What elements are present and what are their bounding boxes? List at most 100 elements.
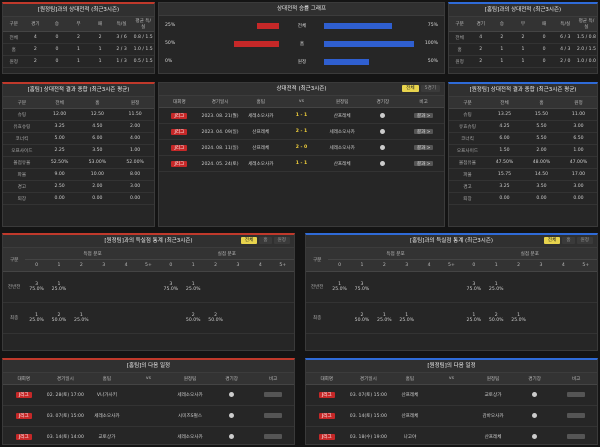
cell: 0.5 / 1.5 [132, 55, 154, 68]
column-header: 경기장 [362, 96, 404, 108]
stadium-icon[interactable] [380, 160, 386, 166]
result-button[interactable]: 결과 > [413, 112, 434, 119]
stadium-icon[interactable] [532, 434, 538, 439]
header-row: 구분 전체 홈 원정 [3, 97, 154, 109]
column-header: 무 [67, 17, 90, 32]
tab[interactable]: 홈 [562, 237, 575, 244]
away-rate-label: 50% [427, 59, 438, 64]
away-team: 산프레체 [321, 155, 363, 172]
info-button[interactable] [264, 413, 283, 418]
bucket-header: 4 [552, 259, 575, 272]
cell: 0.00 [40, 192, 79, 205]
result-button[interactable]: 결과 > [413, 160, 434, 167]
column-header: 홈 [523, 97, 560, 109]
row: 슈팅 13.25 15.50 11.00 [449, 108, 597, 121]
info-button[interactable] [264, 392, 283, 397]
cell: 4 [24, 31, 47, 44]
row-label: 홈 [449, 43, 471, 56]
cell: 52.00% [116, 156, 154, 169]
tab[interactable]: 전체 [402, 85, 419, 92]
cell: 0.00 [560, 192, 597, 205]
bucket-header: 1 [350, 259, 374, 272]
home-rate-label: 25% [165, 23, 176, 28]
cell [92, 271, 115, 303]
cell [430, 384, 473, 406]
title-text: 상대전적 (최근3시즌) [276, 86, 327, 92]
tab[interactable]: 전체 [240, 237, 258, 244]
tab[interactable]: 전체 [543, 237, 561, 244]
group-header: 득점 분포 [25, 248, 160, 260]
cell: J리그 [159, 139, 200, 156]
title-text: [홈팀]의 다음 일정 [126, 363, 171, 369]
column-header: 대회명 [3, 373, 45, 385]
column-header: 홈 [78, 97, 117, 109]
stadium-icon[interactable] [229, 413, 235, 418]
panel-title: 상대전적 (최근3시즌) 전체 5경기 [159, 83, 444, 96]
cell: 2 [470, 43, 492, 56]
header-row: 0 1 2 3 4 5+ 0 1 2 3 4 5+ [306, 259, 597, 272]
away-team: 시미즈S펄스 [169, 405, 211, 427]
cell [552, 271, 575, 303]
info-button[interactable] [264, 434, 283, 439]
match-row: J리그 03. 18(수) 19:00 나고야 산프레체 [306, 426, 597, 444]
cell: J리그 [159, 107, 200, 124]
match-row: J리그 2024. 05. 24(토) 세레소오사카 1 - 1 산프레체 결과 > [159, 155, 444, 172]
cell: 3.50 [523, 180, 560, 193]
cell [395, 271, 418, 303]
bucket-header: 5+ [137, 259, 160, 272]
row: 경고 3.25 3.50 3.00 [449, 180, 597, 193]
table: 구분 전체 홈 원정 슈팅 13.25 15.50 11.00 유효슈팅 4.25 5.50 3.00… [449, 97, 597, 205]
column-header: 대회명 [159, 96, 200, 108]
column-header: vs [281, 96, 322, 108]
cell: 1.00 [116, 144, 154, 157]
league-badge: J리그 [171, 112, 188, 119]
stadium-icon[interactable] [380, 112, 386, 118]
cell: 12.00 [40, 108, 79, 121]
row-label: 슈팅 [449, 108, 486, 121]
info-button[interactable] [567, 434, 586, 439]
cell: 53.00% [78, 156, 117, 169]
cell: 4.25 [486, 120, 523, 133]
cell [362, 123, 404, 140]
panel-title: [원정팀] 상대전적 결과 종합 (최근3시즌 평균) [449, 84, 597, 97]
stadium-icon[interactable] [532, 413, 538, 418]
league-badge: J리그 [318, 434, 335, 440]
count: 2 [191, 313, 195, 318]
cell: 0 [533, 55, 555, 68]
stadium-icon[interactable] [532, 392, 538, 397]
title-text: [홈팀]과의 상대전적 (최근3시즌) [484, 7, 562, 13]
cell [430, 426, 473, 444]
stadium-icon[interactable] [229, 392, 235, 397]
bucket-header: 5+ [574, 259, 597, 272]
column-header: 득/실 [110, 17, 133, 32]
cell: 2.00 [78, 180, 117, 193]
bucket-header: 2 [204, 259, 227, 272]
row: 볼점유율 47.50% 48.00% 47.00% [449, 156, 597, 169]
league-badge: J리그 [318, 392, 335, 398]
cell [529, 271, 553, 303]
date: 2024. 05. 24(토) [199, 155, 241, 172]
percent: 50.0% [185, 318, 201, 323]
stadium-icon[interactable] [380, 144, 386, 150]
percent: 75.0% [466, 287, 482, 292]
tab[interactable]: 원정 [273, 237, 290, 244]
result-button[interactable]: 결과 > [413, 128, 434, 135]
result-button[interactable]: 결과 > [413, 144, 434, 151]
cell: 1 25.0% [485, 271, 508, 303]
league-badge: J리그 [15, 434, 32, 440]
panel: [홈팀]과의 상대전적 (최근3시즌) 구분 경기 승 무 패 득/실 평균 득/실 전체 4 2 2… [448, 2, 598, 74]
bucket-header: 0 [25, 259, 48, 272]
column-header: 원정 [116, 97, 154, 109]
panel-title: [홈팀]과의 상대전적 (최근3시즌) [449, 4, 597, 17]
info-button[interactable] [567, 392, 586, 397]
tab[interactable]: 5경기 [420, 85, 440, 92]
row-label: 최종 [306, 302, 329, 334]
tab[interactable]: 홈 [259, 237, 272, 244]
cell [252, 426, 294, 444]
info-button[interactable] [567, 413, 586, 418]
column-header: 비고 [403, 96, 444, 108]
stadium-icon[interactable] [380, 128, 386, 134]
stadium-icon[interactable] [229, 434, 235, 439]
tab[interactable]: 원정 [576, 237, 593, 244]
